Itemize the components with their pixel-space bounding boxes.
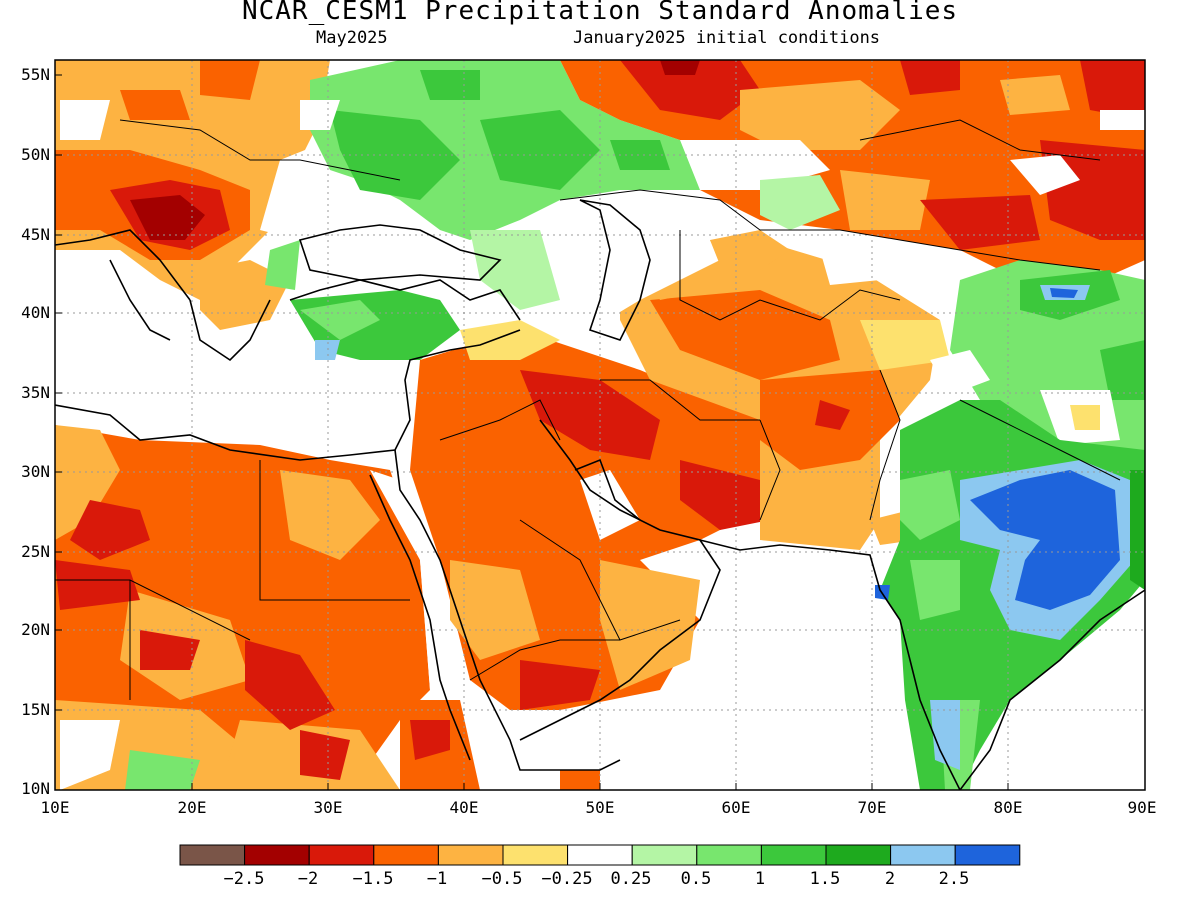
- colorbar-swatch: [760, 844, 827, 866]
- lat-label: 30N: [21, 462, 50, 481]
- colorbar-label: 2: [884, 869, 896, 889]
- lat-label: 40N: [21, 303, 50, 322]
- colorbar-label: −2.5: [223, 869, 265, 889]
- colorbar-swatch: [308, 844, 375, 866]
- lat-label: 45N: [21, 225, 50, 244]
- lat-label: 35N: [21, 383, 50, 402]
- colorbar-swatch: [179, 844, 246, 866]
- country-borders: [55, 119, 1121, 700]
- colorbar-label: −1.5: [352, 869, 394, 889]
- colorbar-label: −2: [297, 869, 319, 889]
- colorbar-swatch: [567, 844, 633, 866]
- coastlines: [55, 199, 1145, 790]
- lon-label: 90E: [1127, 798, 1157, 817]
- colorbar-swatch: [502, 844, 569, 866]
- colorbar-label: 0.25: [610, 869, 652, 889]
- axis-ticks: [55, 74, 1009, 790]
- lat-label: 55N: [21, 65, 50, 84]
- colorbar-swatch: [631, 844, 698, 866]
- colorbar-label: 2.5: [938, 869, 970, 889]
- colorbar-label: −0.5: [481, 869, 523, 889]
- lon-label: 70E: [857, 798, 887, 817]
- colorbar-label: 1.5: [809, 869, 841, 889]
- lon-label: 10E: [40, 798, 70, 817]
- colorbar-swatch: [244, 844, 310, 866]
- colorbar-label: −1: [426, 869, 448, 889]
- lat-label: 10N: [21, 779, 50, 798]
- lon-label: 20E: [177, 798, 207, 817]
- colorbar-swatch: [373, 844, 439, 866]
- gridlines: [55, 60, 1145, 790]
- chart-title: NCAR_CESM1 Precipitation Standard Anomal…: [241, 0, 959, 26]
- colorbar-label: −0.25: [541, 869, 593, 889]
- lat-label: 50N: [21, 145, 50, 164]
- colorbar-swatch: [437, 844, 504, 866]
- colorbar-swatch: [890, 844, 956, 866]
- anomaly-field: [55, 60, 1145, 790]
- lon-label: 80E: [993, 798, 1023, 817]
- lon-label: 50E: [585, 798, 615, 817]
- colorbar-label: 0.5: [680, 869, 712, 889]
- lat-label: 25N: [21, 542, 50, 561]
- initial-conditions: January2025 initial conditions: [573, 28, 881, 48]
- lon-label: 30E: [313, 798, 343, 817]
- colorbar-label: 1: [754, 869, 766, 889]
- lon-label: 60E: [721, 798, 751, 817]
- colorbar-swatch: [696, 844, 762, 866]
- lon-label: 40E: [449, 798, 479, 817]
- forecast-month: May2025: [316, 28, 388, 48]
- lat-label: 15N: [21, 700, 50, 719]
- colorbar-swatch: [825, 844, 892, 866]
- lat-label: 20N: [21, 620, 50, 639]
- colorbar-swatch: [954, 844, 1021, 866]
- colorbar: [179, 844, 1021, 866]
